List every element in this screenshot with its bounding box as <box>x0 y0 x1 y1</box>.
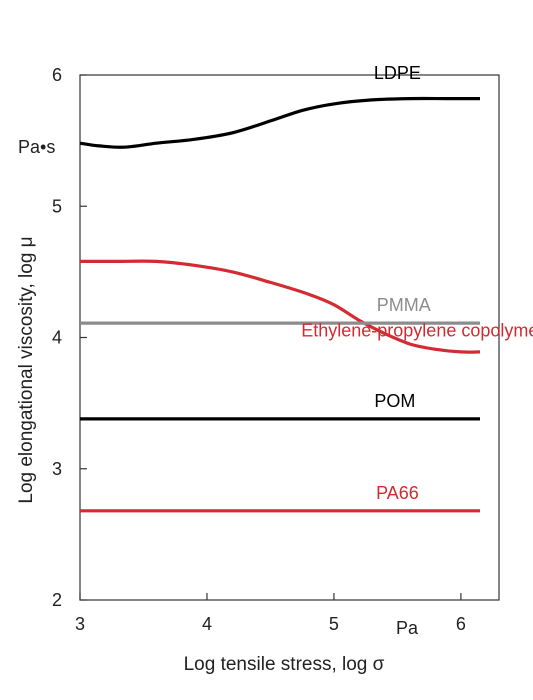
y-tick-label: 4 <box>52 328 62 348</box>
y-unit-label: Pa•s <box>18 137 55 157</box>
x-axis-title: Log tensile stress, log σ <box>184 654 385 675</box>
series-label-ethylene-propylene-copolymer: Ethylene-propylene copolymer <box>301 321 533 341</box>
y-axis-title: Log elongational viscosity, log μ <box>16 236 37 503</box>
series-line-ldpe <box>79 96 480 149</box>
x-unit-label: Pa <box>396 618 419 638</box>
series-label-ldpe: LDPE <box>374 63 421 83</box>
x-tick-label: 5 <box>329 614 339 634</box>
tick-marks <box>79 74 462 601</box>
y-tick-label: 5 <box>52 196 62 216</box>
y-tick-label: 3 <box>52 459 62 479</box>
series-lines <box>79 96 481 513</box>
x-tick-label: 3 <box>75 614 85 634</box>
y-tick-label: 6 <box>52 65 62 85</box>
x-tick-label: 6 <box>456 614 466 634</box>
series-label-pmma: PMMA <box>377 295 431 315</box>
y-tick-label: 2 <box>52 590 62 610</box>
x-tick-label: 4 <box>202 614 212 634</box>
series-label-pa66: PA66 <box>376 483 419 503</box>
series-labels: LDPE Ethylene-propylene copolymer PMMA POM P… <box>301 63 533 503</box>
series-line-ethylene-propylene-copolymer <box>80 259 481 354</box>
series-label-pom: POM <box>374 391 415 411</box>
